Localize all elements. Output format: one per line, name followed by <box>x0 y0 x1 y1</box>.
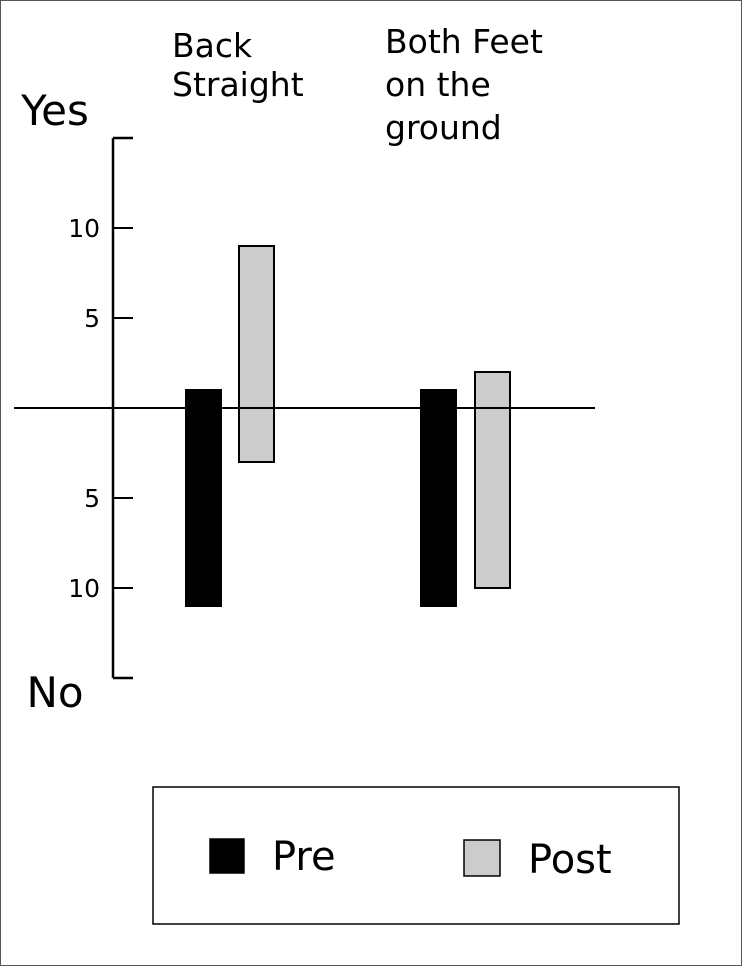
y-tick-label: 10 <box>68 574 100 603</box>
legend-label-pre: Pre <box>272 834 336 880</box>
bar-post <box>474 371 511 589</box>
legend-label-post: Post <box>528 837 612 883</box>
bar-post <box>238 245 275 463</box>
axis-bottom-label: No <box>26 668 83 717</box>
axis-top-label: Yes <box>20 86 89 135</box>
category-label: Both Feet on the ground <box>385 22 543 147</box>
y-tick-label: 5 <box>84 304 100 333</box>
y-axis: 5 10 5 10 <box>68 136 133 680</box>
legend-swatch-pre <box>209 838 245 874</box>
y-tick-label: 10 <box>68 214 100 243</box>
y-tick-label: 5 <box>84 484 100 513</box>
bars <box>185 245 511 607</box>
category-label: Back Straight <box>172 26 304 104</box>
bar-pre <box>185 389 222 607</box>
legend-swatch-post <box>463 839 501 877</box>
category-labels: Back Straight Both Feet on the ground <box>172 22 543 147</box>
legend: Pre Post <box>152 786 680 925</box>
bar-pre <box>420 389 457 607</box>
